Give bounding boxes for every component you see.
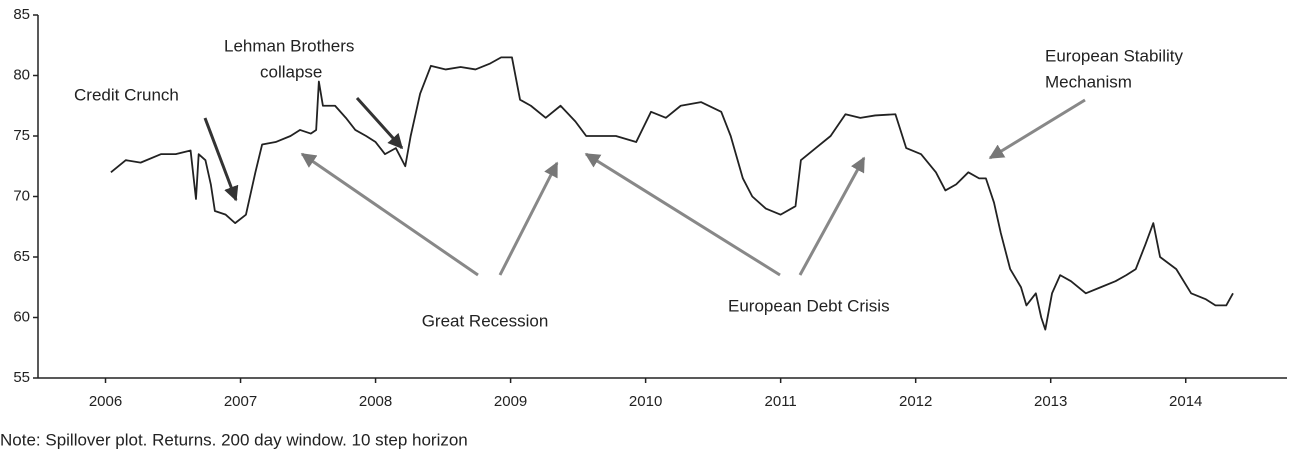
y-tick-label: 60	[13, 308, 30, 325]
data-line	[110, 56, 1234, 331]
arrow	[498, 161, 559, 276]
arrow	[584, 152, 781, 277]
annotation: Mechanism	[1045, 72, 1132, 91]
y-tick-label: 70	[13, 187, 30, 204]
note: Note: Spillover plot. Returns. 200 day w…	[0, 430, 468, 449]
y-tick-label: 55	[13, 369, 30, 386]
x-tick-label: 2009	[494, 393, 527, 410]
annotation: Credit Crunch	[74, 85, 179, 104]
x-tick-label: 2010	[629, 393, 662, 410]
arrows	[203, 96, 1086, 277]
x-tick-label: 2011	[765, 393, 797, 410]
y-tick-label: 75	[13, 127, 30, 144]
y-tick-label: 80	[13, 66, 30, 83]
x-tick-label: 2006	[89, 393, 122, 410]
annotation: Lehman Brothers	[224, 36, 354, 55]
arrow	[798, 156, 866, 276]
arrow	[300, 152, 479, 277]
x-tick-label: 2013	[1034, 393, 1067, 410]
x-tick-label: 2008	[359, 393, 392, 410]
y-tick-label: 65	[13, 248, 30, 265]
arrow	[203, 117, 239, 202]
annotation: European Debt Crisis	[728, 296, 890, 315]
x-tick-label: 2014	[1169, 393, 1202, 410]
y-tick-label: 85	[13, 6, 30, 23]
x-tick-label: 2007	[224, 393, 257, 410]
x-tick-label: 2012	[899, 393, 932, 410]
annotation: collapse	[260, 62, 322, 81]
arrow	[988, 98, 1086, 160]
annotation: European Stability	[1045, 46, 1183, 65]
arrow	[355, 96, 404, 150]
annotation: Great Recession	[422, 311, 549, 330]
